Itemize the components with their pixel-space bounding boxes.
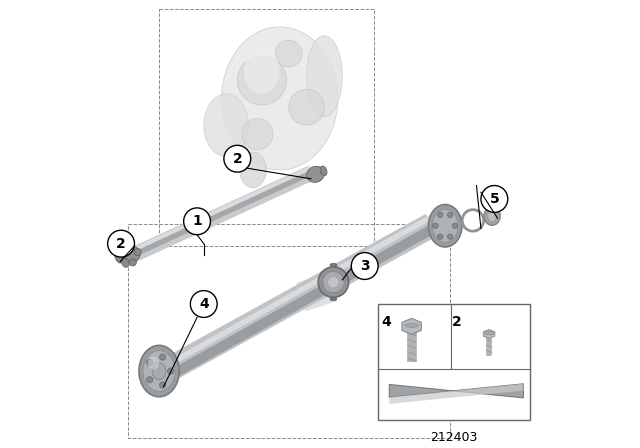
Text: 4: 4 [381, 315, 391, 329]
Circle shape [147, 377, 153, 383]
Ellipse shape [139, 345, 179, 397]
Polygon shape [389, 384, 524, 404]
Text: 1: 1 [192, 214, 202, 228]
Polygon shape [402, 319, 421, 334]
Ellipse shape [330, 263, 337, 267]
Ellipse shape [148, 356, 159, 370]
Text: 2: 2 [232, 152, 242, 166]
Text: 212403: 212403 [431, 431, 478, 444]
Ellipse shape [122, 258, 129, 267]
Ellipse shape [221, 27, 338, 170]
Text: 2: 2 [116, 237, 126, 250]
Circle shape [275, 40, 302, 67]
Ellipse shape [239, 152, 266, 188]
Circle shape [289, 90, 324, 125]
Ellipse shape [152, 362, 166, 379]
Ellipse shape [115, 251, 123, 263]
Circle shape [452, 223, 458, 228]
Ellipse shape [405, 324, 419, 327]
Ellipse shape [428, 205, 462, 247]
Circle shape [447, 212, 452, 218]
Circle shape [190, 291, 217, 318]
Circle shape [318, 267, 349, 297]
Circle shape [351, 253, 378, 280]
Text: 3: 3 [360, 259, 369, 273]
Circle shape [134, 249, 141, 256]
Text: 2: 2 [452, 315, 461, 329]
Ellipse shape [244, 49, 280, 94]
Circle shape [447, 234, 452, 239]
Ellipse shape [488, 210, 497, 222]
Ellipse shape [432, 209, 458, 242]
Ellipse shape [330, 297, 337, 301]
Ellipse shape [307, 36, 342, 116]
Circle shape [108, 230, 134, 257]
Ellipse shape [484, 332, 494, 335]
Circle shape [433, 223, 438, 228]
Ellipse shape [204, 94, 248, 156]
Circle shape [328, 276, 339, 288]
Ellipse shape [484, 207, 500, 225]
Ellipse shape [307, 166, 324, 182]
Circle shape [438, 234, 443, 239]
Ellipse shape [143, 350, 175, 392]
Bar [378, 304, 530, 420]
Text: 5: 5 [490, 192, 499, 206]
Polygon shape [389, 384, 524, 398]
Circle shape [159, 382, 166, 388]
Ellipse shape [120, 246, 140, 264]
Circle shape [224, 145, 251, 172]
Circle shape [129, 259, 136, 266]
Text: 4: 4 [199, 297, 209, 311]
Circle shape [242, 118, 273, 150]
Polygon shape [483, 329, 495, 338]
Circle shape [159, 354, 166, 360]
Circle shape [438, 212, 443, 218]
Circle shape [124, 244, 131, 251]
Circle shape [323, 271, 344, 293]
Circle shape [119, 254, 126, 261]
Ellipse shape [320, 166, 327, 176]
Circle shape [168, 368, 174, 374]
Circle shape [481, 185, 508, 212]
Circle shape [147, 359, 153, 366]
Circle shape [184, 208, 211, 235]
Circle shape [237, 56, 287, 105]
